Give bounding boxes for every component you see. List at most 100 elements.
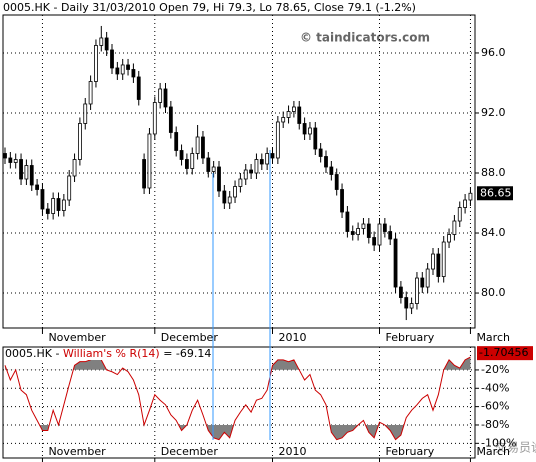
candle-body <box>131 69 136 78</box>
candle-body <box>302 123 307 135</box>
candle-body <box>281 117 286 123</box>
y-tick-label: 84.0 <box>481 226 506 239</box>
candle-body <box>318 148 323 157</box>
candle-body <box>158 88 163 103</box>
x-tick-label: 2010 <box>279 445 307 458</box>
candle-body <box>361 223 366 229</box>
candle-body <box>308 127 312 135</box>
candle-body <box>190 153 195 169</box>
candle-body <box>441 241 446 277</box>
candle-body <box>94 45 98 82</box>
candle-body <box>179 150 184 160</box>
candle-body <box>88 81 93 105</box>
candle-body <box>340 189 344 213</box>
candle-body <box>233 186 237 198</box>
candle-body <box>447 234 451 243</box>
candle-body <box>104 37 109 51</box>
candle-body <box>152 102 157 135</box>
candle-body <box>291 106 296 112</box>
candle-body <box>404 297 409 309</box>
panel-title-bg <box>4 348 230 360</box>
candle-body <box>382 223 387 232</box>
x-tick-label: November <box>48 331 106 344</box>
candle-body <box>217 166 221 192</box>
candle-body <box>227 196 232 204</box>
candle-body <box>35 184 39 190</box>
candle-body <box>142 159 147 189</box>
candle-body <box>286 111 291 118</box>
candle-body <box>110 49 114 69</box>
candle-body <box>136 76 141 100</box>
indicator-line <box>4 356 471 441</box>
candle-body <box>372 237 377 246</box>
watermark: 交易员说 <box>495 440 536 455</box>
candle-body <box>184 159 189 169</box>
candle-body <box>19 159 23 180</box>
candle-body <box>345 211 350 232</box>
x-tick-label: December <box>161 331 219 344</box>
shade-area <box>5 357 471 370</box>
candle-body <box>83 103 88 124</box>
candle-body <box>67 175 72 201</box>
watermark: © taindicators.com <box>300 31 430 45</box>
candle-body <box>206 157 211 172</box>
candle-body <box>270 153 275 159</box>
candle-body <box>51 198 56 214</box>
y-tick-label: -60% <box>481 400 509 413</box>
candle-body <box>8 157 13 163</box>
candle-body <box>436 253 441 277</box>
candle-body <box>243 169 248 180</box>
y-tick-label: 88.0 <box>481 166 506 179</box>
last-price-box <box>477 186 513 201</box>
candle-body <box>420 277 425 288</box>
candle-body <box>366 223 371 238</box>
x-tick-label: March <box>476 331 510 344</box>
candle-body <box>147 133 152 189</box>
candle-body <box>377 223 382 246</box>
candle-body <box>425 268 430 288</box>
candle-body <box>468 192 473 201</box>
candle-body <box>297 106 302 124</box>
candle-body <box>334 174 339 190</box>
y-tick-label: 80.0 <box>481 286 506 299</box>
x-tick-label: February <box>386 445 435 458</box>
x-tick-label: November <box>48 445 106 458</box>
candle-body <box>452 220 457 235</box>
candle-body <box>174 132 179 151</box>
y-tick-label: 96.0 <box>481 46 506 59</box>
candle-body <box>275 121 280 159</box>
chart-title: 0005.HK - Daily 31/03/2010 Open 79, Hi 7… <box>3 1 416 14</box>
candle-body <box>398 286 403 298</box>
candle-body <box>222 190 227 204</box>
candle-body <box>72 159 77 177</box>
candle-body <box>211 166 216 172</box>
candle-body <box>249 169 254 174</box>
x-tick-label: February <box>386 331 435 344</box>
candle-body <box>431 253 435 270</box>
x-tick-label: March <box>476 445 510 458</box>
candle-body <box>388 231 393 240</box>
candle-body <box>265 153 270 165</box>
title-part: 0005.HK - <box>5 347 59 360</box>
y-tick-label: 92.0 <box>481 106 506 119</box>
candle-body <box>78 123 82 160</box>
candle-body <box>457 207 462 222</box>
title-part: = -69.14 <box>163 347 211 360</box>
shade-area <box>39 424 404 440</box>
indicator-panel <box>2 346 476 459</box>
candle-body <box>13 159 18 163</box>
last-value-box <box>477 346 533 361</box>
candle-body <box>168 106 173 133</box>
candle-body <box>201 136 205 159</box>
y-tick-label: -40% <box>481 381 509 394</box>
x-tick-label: 2010 <box>279 331 307 344</box>
candle-body <box>356 228 361 235</box>
candle-body <box>126 64 130 70</box>
candle-body <box>56 198 61 211</box>
candle-body <box>350 231 355 235</box>
x-tick-label: December <box>161 445 219 458</box>
candle-body <box>259 159 264 165</box>
candle-body <box>393 238 398 288</box>
panel-title: 0005.HK - William's % R(14) = -69.14 <box>5 347 211 360</box>
